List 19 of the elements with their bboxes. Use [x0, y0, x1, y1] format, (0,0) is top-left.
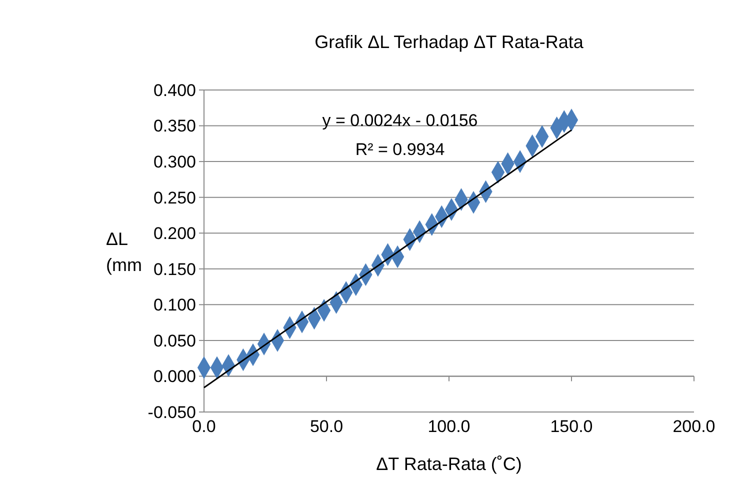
y-tick-label: 0.350: [153, 116, 196, 136]
annotation: R² = 0.9934: [355, 140, 445, 159]
y-tick-label: 0.000: [153, 367, 196, 386]
y-tick-label: 0.150: [153, 260, 196, 279]
y-tick-label: 0.100: [153, 296, 196, 315]
x-tick-label: 200.0: [672, 417, 716, 436]
y-tick-label: 0.200: [153, 224, 196, 244]
x-tick-label: 0.0: [192, 417, 216, 436]
x-tick-label: 50.0: [310, 417, 344, 436]
y-tick-label: 0.300: [153, 152, 196, 172]
x-tick-label: 150.0: [550, 417, 593, 436]
y-tick-label: 0.050: [153, 331, 196, 350]
chart-title: Grafik ΔL Terhadap ΔT Rata-Rata: [314, 32, 584, 52]
y-tick-label: 0.400: [153, 80, 196, 100]
y-axis-title: ΔL (mm: [106, 229, 142, 275]
annotation: y = 0.0024x - 0.0156: [322, 111, 478, 130]
y-tick-label: 0.250: [153, 188, 196, 208]
x-axis-title: ΔT Rata-Rata (˚C): [376, 454, 522, 474]
x-tick-label: 100.0: [428, 417, 470, 436]
